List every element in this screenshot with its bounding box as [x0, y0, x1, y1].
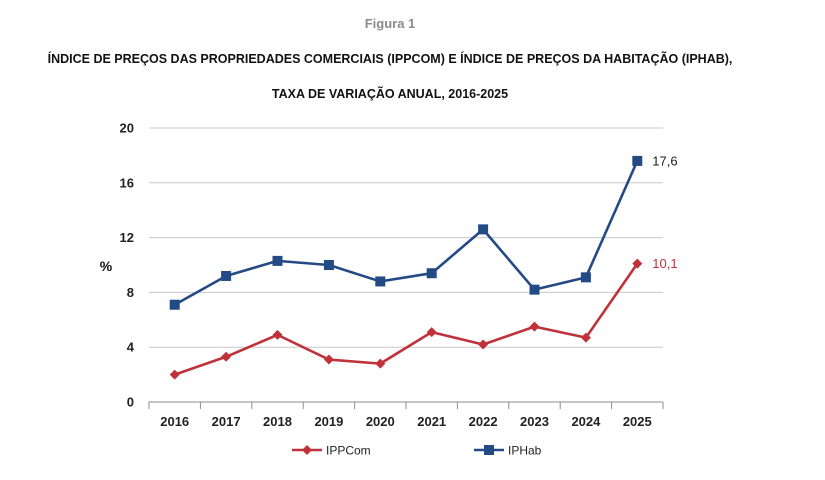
data-point — [221, 351, 232, 362]
chart-title-line-2: TAXA DE VARIAÇÃO ANUAL, 2016-2025 — [271, 87, 509, 101]
x-tick-label: 2020 — [366, 414, 395, 429]
x-tick-label: 2022 — [469, 414, 498, 429]
data-point — [323, 260, 334, 270]
legend-label: IPPCom — [326, 444, 371, 458]
data-point — [426, 268, 437, 279]
y-tick-label: 4 — [127, 340, 135, 355]
x-tick-label: 2017 — [212, 414, 241, 429]
series-iphab: 17,6 — [169, 153, 678, 310]
data-point — [632, 155, 643, 166]
chart-title-line-1: ÍNDICE DE PREÇOS DAS PROPRIEDADES COMERC… — [47, 52, 733, 66]
x-tick-label: 2021 — [417, 414, 446, 429]
y-tick-label: 12 — [120, 230, 134, 245]
x-tick-label: 2023 — [520, 414, 549, 429]
figure-label: Figura 1 — [364, 16, 416, 31]
data-point — [375, 358, 386, 369]
legend-marker — [484, 445, 494, 455]
data-point — [272, 255, 283, 266]
data-point — [323, 354, 334, 365]
legend: IPPCom IPHab — [292, 444, 542, 458]
data-point — [375, 276, 386, 287]
data-point — [221, 270, 232, 281]
x-tick-label: 2016 — [160, 414, 189, 429]
data-point — [478, 224, 489, 235]
y-axis-ticks: 0 4 8 12 16 20 — [120, 121, 135, 410]
data-point — [632, 258, 643, 269]
y-tick-label: 16 — [120, 175, 134, 190]
data-point — [529, 321, 540, 332]
x-tick-label: 2019 — [314, 414, 343, 429]
data-point — [426, 327, 437, 338]
x-tick-label: 2025 — [623, 414, 652, 429]
data-point — [272, 329, 283, 340]
series-line — [174, 262, 639, 376]
data-point — [529, 284, 540, 295]
y-axis-label: % — [100, 258, 113, 274]
y-tick-label: 0 — [127, 395, 134, 410]
series-group: 10,1 17,6 — [169, 153, 678, 380]
data-point — [169, 369, 180, 380]
legend-label: IPHab — [508, 444, 542, 458]
x-tick-label: 2024 — [571, 414, 601, 429]
x-tick-label: 2018 — [263, 414, 292, 429]
x-axis-ticks: 2016 2017 2018 2019 2020 2021 2022 2023 2024 2025 — [148, 402, 664, 429]
data-point — [580, 272, 591, 283]
legend-marker — [302, 445, 312, 455]
y-tick-label: 8 — [127, 285, 134, 300]
legend-item-ippcom: IPPCom — [292, 444, 371, 458]
series-ippcom: 10,1 — [169, 256, 678, 380]
data-label: 10,1 — [652, 256, 677, 271]
y-tick-label: 20 — [120, 121, 134, 136]
data-point — [169, 299, 180, 310]
data-point — [580, 332, 591, 343]
data-label: 17,6 — [652, 153, 677, 168]
legend-item-iphab: IPHab — [474, 444, 542, 458]
series-line — [174, 160, 639, 306]
data-point — [478, 339, 489, 350]
